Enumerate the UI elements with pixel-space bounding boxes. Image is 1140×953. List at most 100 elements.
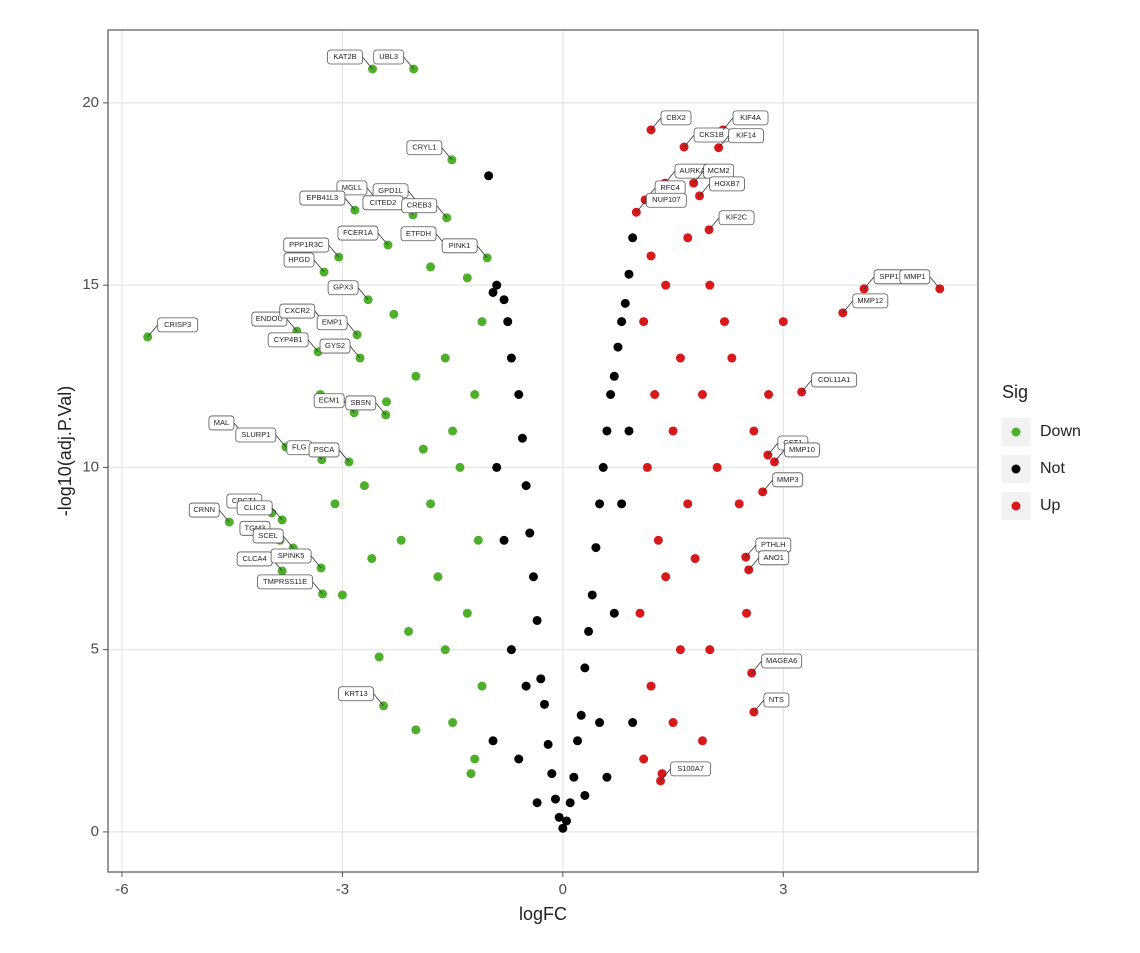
point (719, 317, 729, 327)
gene-label: GPX3 (333, 283, 353, 292)
gene-label: RFC4 (660, 183, 680, 192)
point (642, 462, 652, 472)
point (657, 769, 667, 779)
y-tick-label: 10 (82, 458, 99, 475)
label-box (235, 427, 277, 443)
point (440, 353, 450, 363)
point (517, 433, 527, 443)
label-leader (762, 479, 774, 493)
gene-label: MMP1 (904, 272, 926, 281)
label-box (345, 395, 377, 411)
gene-label: PTHLH (761, 540, 786, 549)
point (712, 462, 722, 472)
point (411, 725, 421, 735)
legend-label: Not (1040, 460, 1065, 477)
gene-label: CLIC3 (244, 503, 265, 512)
label-leader (683, 134, 695, 148)
point (580, 663, 590, 673)
point (591, 543, 601, 553)
point (499, 295, 509, 305)
point (598, 462, 608, 472)
gene-label: MAL (214, 418, 229, 427)
label-box (257, 574, 313, 590)
gene-label: KRT13 (344, 689, 367, 698)
gene-label: CYP4B1 (274, 335, 303, 344)
legend-swatch (1011, 427, 1021, 437)
point (602, 426, 612, 436)
label-leader (310, 555, 322, 569)
y-tick-label: 20 (82, 94, 99, 111)
gene-label: COL11A1 (818, 375, 850, 384)
point (426, 262, 436, 272)
label-leader (313, 259, 325, 273)
x-tick-label: -6 (115, 881, 128, 898)
label-box (336, 180, 368, 196)
label-leader (708, 217, 720, 231)
point (635, 608, 645, 618)
label-leader (748, 557, 760, 571)
gene-label: FLG (292, 443, 307, 452)
point (532, 798, 542, 808)
label-box (252, 528, 284, 544)
label-leader (275, 434, 287, 448)
point (539, 699, 549, 709)
label-leader (801, 379, 812, 393)
label-leader (346, 322, 358, 335)
point (668, 426, 678, 436)
gene-label: SLURP1 (241, 430, 270, 439)
gene-label: CREB3 (407, 201, 432, 210)
label-leader (362, 56, 373, 70)
point (514, 390, 524, 400)
label-box (670, 761, 711, 777)
point (547, 769, 557, 779)
gene-label: UBL3 (379, 52, 398, 61)
label-leader (863, 276, 875, 290)
label-box (645, 192, 687, 208)
gene-label: GYS2 (325, 341, 345, 350)
label-leader (282, 535, 294, 549)
label-box (811, 372, 858, 388)
point (602, 772, 612, 782)
gene-label: NTS (769, 695, 784, 704)
gene-label: CST1 (783, 438, 802, 447)
label-leader (286, 318, 298, 332)
point (521, 681, 531, 691)
point (705, 280, 715, 290)
label-leader (307, 339, 319, 353)
point (705, 645, 715, 655)
point (532, 615, 542, 625)
gene-label: S100A7 (677, 764, 704, 773)
grid (108, 30, 978, 872)
point (359, 481, 369, 491)
label-leader (271, 507, 283, 521)
gene-label: MMP3 (777, 475, 799, 484)
point (488, 287, 498, 297)
point (543, 739, 553, 749)
label-leader (349, 345, 361, 359)
label-box (251, 311, 288, 327)
label-leader (441, 147, 453, 161)
label-box (157, 317, 199, 333)
point (613, 342, 623, 352)
gene-label: CRNN (193, 505, 215, 514)
label-box (373, 49, 405, 65)
point (367, 554, 377, 564)
point (554, 812, 564, 822)
point (595, 499, 605, 509)
label-leader (357, 287, 369, 300)
point (503, 317, 513, 327)
point (576, 710, 586, 720)
point (646, 681, 656, 691)
point (617, 317, 627, 327)
gene-label: CRYL1 (412, 143, 436, 152)
legend-swatch (1011, 464, 1021, 474)
point (727, 353, 737, 363)
label-leader (375, 402, 387, 416)
label-leader (753, 699, 765, 713)
point (473, 535, 483, 545)
point (411, 371, 421, 381)
gene-label: CITED2 (370, 198, 397, 207)
label-leader (636, 199, 647, 213)
point (418, 444, 428, 454)
gene-label: PPP1R3C (289, 240, 324, 249)
